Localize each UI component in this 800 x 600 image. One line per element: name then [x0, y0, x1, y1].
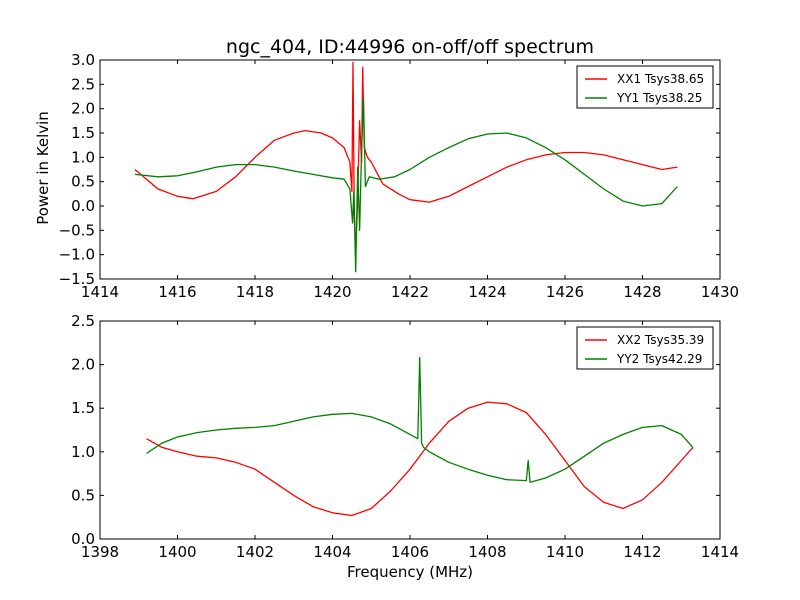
bottom-legend-label-1: XX2 Tsys35.39: [617, 333, 704, 347]
top-y-tick-label: 1.5: [71, 124, 95, 142]
top-x-tick-label: 1414: [81, 283, 119, 301]
bottom-x-tick-label: 1406: [391, 543, 429, 561]
top-x-tick-label: 1422: [391, 283, 429, 301]
bottom-legend-box: [576, 326, 714, 370]
bottom-x-tick-label: 1400: [158, 543, 196, 561]
top-x-tick-label: 1430: [701, 283, 739, 301]
top-x-tick-label: 1416: [158, 283, 196, 301]
top-panel: 1414 1416 1418 1420 1422 1424 1426 1428 1430 −1.5…: [59, 51, 740, 301]
top-x-tick-label: 1424: [468, 283, 506, 301]
bottom-y-tick-label: 1.5: [71, 399, 95, 417]
top-y-tick-label: 1.0: [71, 148, 95, 166]
top-x-tick-label: 1428: [623, 283, 661, 301]
bottom-x-tick-label: 1414: [701, 543, 739, 561]
bottom-x-tick-label: 1408: [468, 543, 506, 561]
bottom-x-axis-label: Frequency (MHz): [347, 563, 473, 581]
top-y-tick-label: 3.0: [71, 51, 95, 69]
bottom-legend-label-2: YY2 Tsys42.29: [616, 352, 702, 366]
top-x-tick-label: 1426: [546, 283, 584, 301]
bottom-x-tick-label: 1398: [81, 543, 119, 561]
top-y-tick-label: −1.5: [59, 270, 95, 288]
bottom-y-tick-label: 0.5: [71, 486, 95, 504]
bottom-panel: 1398 1400 1402 1404 1406 1408 1410 1412 1414 0.0 0…: [71, 312, 739, 561]
top-y-axis-label: Power in Kelvin: [34, 111, 52, 225]
top-y-tick-label: 0.5: [71, 173, 95, 191]
bottom-series-line-2: [146, 356, 694, 483]
top-series-line-2: [134, 98, 678, 273]
top-legend: XX1 Tsys38.65 YY1 Tsys38.25: [576, 65, 714, 109]
top-y-tick-label: 2.5: [71, 75, 95, 93]
bottom-y-tick-label: 1.0: [71, 443, 95, 461]
bottom-y-tick-label: 2.0: [71, 356, 95, 374]
bottom-x-tick-label: 1404: [313, 543, 351, 561]
chart-title: ngc_404, ID:44996 on-off/off spectrum: [226, 36, 594, 58]
bottom-y-tick-label: 2.5: [71, 312, 95, 330]
top-y-tick-label: −0.5: [59, 221, 95, 239]
top-legend-box: [576, 65, 714, 109]
top-x-tick-label: 1420: [313, 283, 351, 301]
bottom-series-line-1: [146, 401, 694, 517]
bottom-legend: XX2 Tsys35.39 YY2 Tsys42.29: [576, 326, 714, 370]
bottom-y-tick-label: 0.0: [71, 530, 95, 548]
top-y-tick-label: 0.0: [71, 197, 95, 215]
top-y-tick-label: −1.0: [59, 246, 95, 264]
bottom-x-tick-label: 1412: [623, 543, 661, 561]
bottom-x-tick-label: 1402: [236, 543, 274, 561]
top-y-tick-label: 2.0: [71, 100, 95, 118]
top-x-tick-label: 1418: [236, 283, 274, 301]
top-legend-label-1: XX1 Tsys38.65: [617, 72, 704, 86]
bottom-x-tick-label: 1410: [546, 543, 584, 561]
top-legend-label-2: YY1 Tsys38.25: [616, 91, 702, 105]
